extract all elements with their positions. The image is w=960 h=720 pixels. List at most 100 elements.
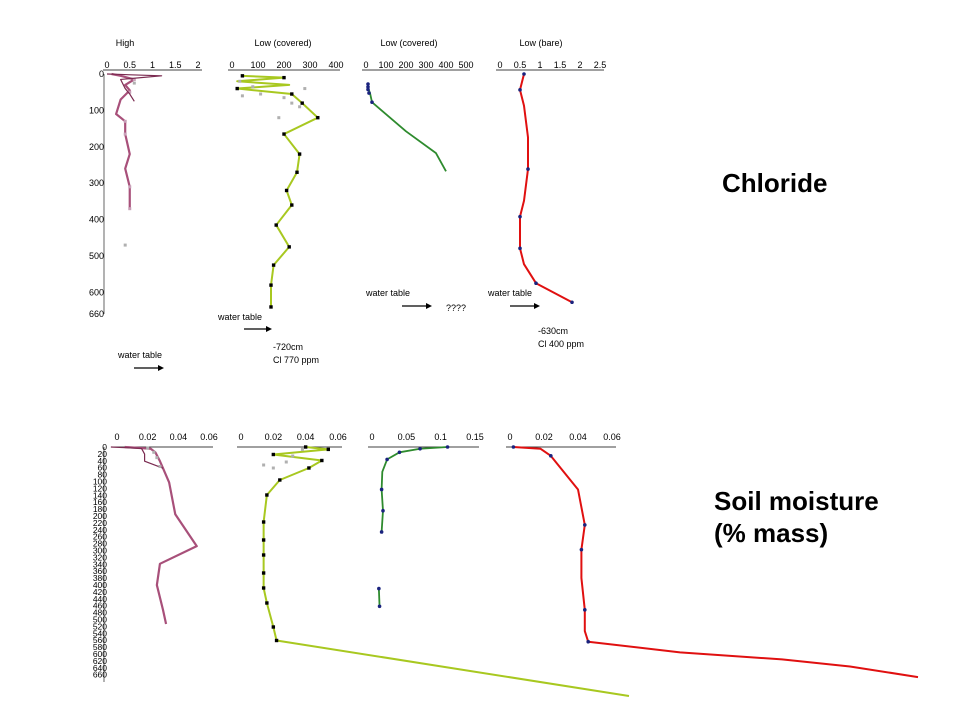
data-point: [518, 88, 522, 92]
moisture-low-covered-2-panel: 0 0.05 0.1 0.15: [368, 432, 484, 609]
data-point: [240, 94, 244, 98]
y-tick-label: 520: [93, 621, 107, 631]
y-tick-label: 180: [93, 504, 107, 514]
x-tick-label: 0.02: [139, 432, 157, 442]
water-table-arrow-low-covered-1-head: [266, 326, 272, 332]
y-tick-label: 40: [98, 456, 108, 466]
x-tick-label: 1.5: [554, 60, 567, 70]
y-tick-label: 500: [93, 615, 107, 625]
y-tick-label: 460: [93, 601, 107, 611]
x-tick-label: 2: [195, 60, 200, 70]
data-point: [271, 263, 276, 267]
data-point: [549, 454, 553, 458]
data-point: [269, 305, 273, 309]
data-point: [282, 132, 286, 136]
data-point: [261, 520, 266, 524]
x-tick-label: 0.04: [297, 432, 315, 442]
data-point: [418, 446, 422, 451]
data-point: [123, 243, 127, 247]
data-point: [307, 466, 311, 470]
series-line-red: [519, 73, 573, 304]
water-table-arrow-high-head: [158, 365, 164, 371]
x-tick-label: 1: [150, 60, 155, 70]
y-tick-label: 480: [93, 608, 107, 618]
x-tick-label: 2: [577, 60, 582, 70]
x-tick-label: 0.04: [569, 432, 587, 442]
water-table-arrow-low-covered-2-head: [426, 303, 432, 309]
data-point: [271, 625, 276, 629]
water-table-label-low-covered-2: water table: [365, 288, 410, 298]
y-tick-label: 0: [99, 69, 104, 79]
series-line-dark: [110, 446, 164, 469]
data-point: [297, 152, 302, 156]
cl-note-770: Cl 770 ppm: [273, 355, 319, 365]
data-point: [295, 170, 299, 174]
data-point: [366, 82, 370, 86]
data-point: [583, 608, 587, 612]
x-tick-label: 500: [458, 60, 473, 70]
data-point: [300, 101, 304, 105]
data-point: [370, 100, 374, 104]
data-point: [300, 447, 304, 451]
y-tick-label: 600: [93, 649, 107, 659]
x-tick-label: 0.5: [514, 60, 527, 70]
data-point: [377, 586, 381, 591]
x-tick-label: 200: [276, 60, 291, 70]
x-tick-label: 0: [497, 60, 502, 70]
x-tick-label: 1: [537, 60, 542, 70]
data-point: [511, 445, 516, 449]
x-tick-label: 300: [302, 60, 317, 70]
x-tick-label: 0: [369, 432, 374, 442]
x-tick-label: 0: [363, 60, 368, 70]
data-point: [282, 96, 286, 100]
x-tick-label: 400: [328, 60, 343, 70]
depth-note-720: -720cm: [273, 342, 303, 352]
column-label: Low (bare): [519, 38, 562, 48]
y-tick-label: 100: [93, 477, 107, 487]
column-label: Low (covered): [254, 38, 311, 48]
data-point: [320, 458, 324, 463]
data-point: [128, 90, 132, 94]
y-tick-label: 400: [93, 580, 107, 590]
y-tick-label: 160: [93, 497, 107, 507]
x-tick-label: 1.5: [169, 60, 182, 70]
data-point: [146, 446, 150, 450]
y-tick-label: 660: [89, 309, 104, 319]
data-point: [385, 457, 389, 462]
data-point: [583, 523, 587, 527]
y-tick-label: 640: [93, 663, 107, 673]
data-point: [261, 571, 266, 575]
data-point: [290, 92, 294, 96]
y-tick-label: 200: [89, 142, 104, 152]
data-point: [381, 508, 385, 513]
y-tick-label: 540: [93, 628, 107, 638]
y-tick-label: 80: [98, 470, 108, 480]
data-point: [303, 87, 307, 91]
y-tick-label: 620: [93, 656, 107, 666]
y-tick-label: 140: [93, 490, 107, 500]
soil-moisture-title-line2: (% mass): [714, 518, 829, 548]
data-point: [298, 105, 302, 109]
y-tick-label: 100: [89, 105, 104, 115]
moisture-low-bare-panel: 0 0.02 0.04 0.06: [506, 432, 919, 679]
soil-moisture-title-line1: Soil moisture: [714, 486, 879, 516]
cl-note-400: Cl 400 ppm: [538, 339, 584, 349]
series-line-lime: [236, 74, 319, 307]
data-point: [262, 463, 266, 467]
y-tick-label: 500: [89, 251, 104, 261]
water-table-arrow-low-bare-head: [534, 303, 540, 309]
data-point: [367, 91, 371, 95]
y-tick-label: 320: [93, 552, 107, 562]
data-point: [579, 547, 584, 552]
y-tick-label: 300: [89, 178, 104, 188]
data-point: [123, 132, 127, 136]
y-tick-label: 340: [93, 559, 107, 569]
data-point: [303, 445, 308, 449]
data-point: [278, 478, 282, 482]
series-line-pink: [124, 445, 198, 625]
data-point: [271, 466, 275, 470]
series-line-red: [513, 446, 919, 679]
data-point: [316, 115, 320, 120]
x-tick-label: 0: [114, 432, 119, 442]
